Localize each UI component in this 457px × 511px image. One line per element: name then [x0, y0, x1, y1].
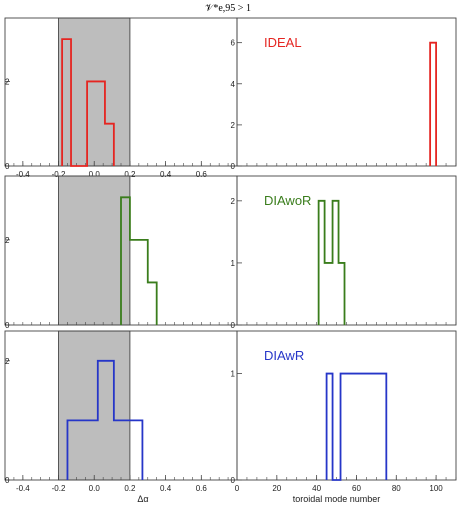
x-tick-label: 40 [312, 484, 321, 493]
series-line-DIAwR [66, 359, 144, 480]
x-tick-label: 20 [272, 484, 281, 493]
y-tick-label: 6 [231, 39, 236, 48]
y-tick-label: 0 [231, 476, 236, 485]
x-tick-label: 0.4 [160, 170, 172, 179]
x-tick-label: -0.4 [16, 484, 30, 493]
y-tick-label: 0 [231, 321, 236, 330]
x-tick-label: -0.2 [52, 170, 66, 179]
panel-right-bottom: 0 20 40 60 80 100 0 1 DIAwR toroidal mode number [231, 330, 457, 504]
x-tick-label: 0.2 [124, 170, 136, 179]
series-line-IDEAL [429, 41, 437, 166]
series-line-DIAwoR [317, 199, 346, 325]
x-tick-label: -0.2 [52, 484, 66, 493]
x-axis-label: toroidal mode number [293, 494, 381, 504]
x-tick-label: 0.0 [89, 484, 101, 493]
x-tick-label: 0 [235, 484, 240, 493]
y-tick-label: 0 [5, 476, 10, 485]
panel-title: DIAwoR [264, 193, 311, 208]
x-tick-label: 0.6 [196, 484, 208, 493]
panel-left-middle: 02 [4, 175, 238, 330]
series-line-DIAwoR [120, 196, 158, 325]
y-tick-label: 0 [5, 162, 10, 171]
x-axis-label: Δα [137, 494, 148, 504]
x-tick-label: 60 [352, 484, 361, 493]
panel-left-top: -0.4 -0.2 0.0 0.2 0.4 0.6 0 2 [4, 17, 238, 179]
y-tick-label: 2 [5, 357, 10, 366]
x-tick-label: 100 [429, 484, 443, 493]
shaded-region [58, 175, 131, 326]
y-tick-label: 2 [231, 197, 236, 206]
x-tick-label: 0.2 [124, 484, 136, 493]
x-tick-label: 0.0 [89, 170, 101, 179]
y-tick-label: 2 [5, 236, 10, 245]
y-tick-label: 2 [231, 121, 236, 130]
shaded-region [58, 17, 131, 167]
panel-left-bottom: -0.4 -0.2 0.0 0.2 0.4 0.6 0 2 Δα [4, 330, 238, 504]
x-tick-label: 0.6 [196, 170, 208, 179]
shaded-region [58, 330, 131, 481]
y-tick-label: 0 [5, 321, 10, 330]
series-line-IDEAL [61, 38, 115, 167]
x-tick-label: 80 [392, 484, 401, 493]
x-tick-label: -0.4 [16, 170, 30, 179]
figure-title: 𝒱*e,95 > 1 [205, 3, 251, 14]
y-tick-label: 2 [5, 77, 10, 86]
y-tick-label: 0 [231, 162, 236, 171]
panel-right-top: 0 2 4 6 IDEAL [231, 17, 457, 171]
y-tick-label: 1 [231, 259, 236, 268]
panel-right-middle: 0 1 2 DIAwoR [231, 175, 457, 330]
y-tick-label: 4 [231, 80, 236, 89]
panel-title: DIAwR [264, 348, 304, 363]
x-tick-label: 0.4 [160, 484, 172, 493]
y-tick-label: 1 [231, 370, 236, 379]
panel-title: IDEAL [264, 35, 302, 50]
series-line-DIAwR [325, 372, 388, 481]
